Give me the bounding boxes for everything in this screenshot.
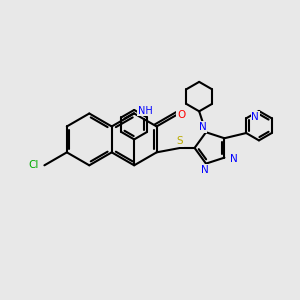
Text: O: O xyxy=(177,110,185,120)
Text: S: S xyxy=(177,136,184,146)
Text: N: N xyxy=(251,112,259,122)
Text: N: N xyxy=(199,122,206,132)
Text: NH: NH xyxy=(138,106,153,116)
Text: N: N xyxy=(201,164,208,175)
Text: Cl: Cl xyxy=(28,160,38,170)
Text: N: N xyxy=(230,154,238,164)
